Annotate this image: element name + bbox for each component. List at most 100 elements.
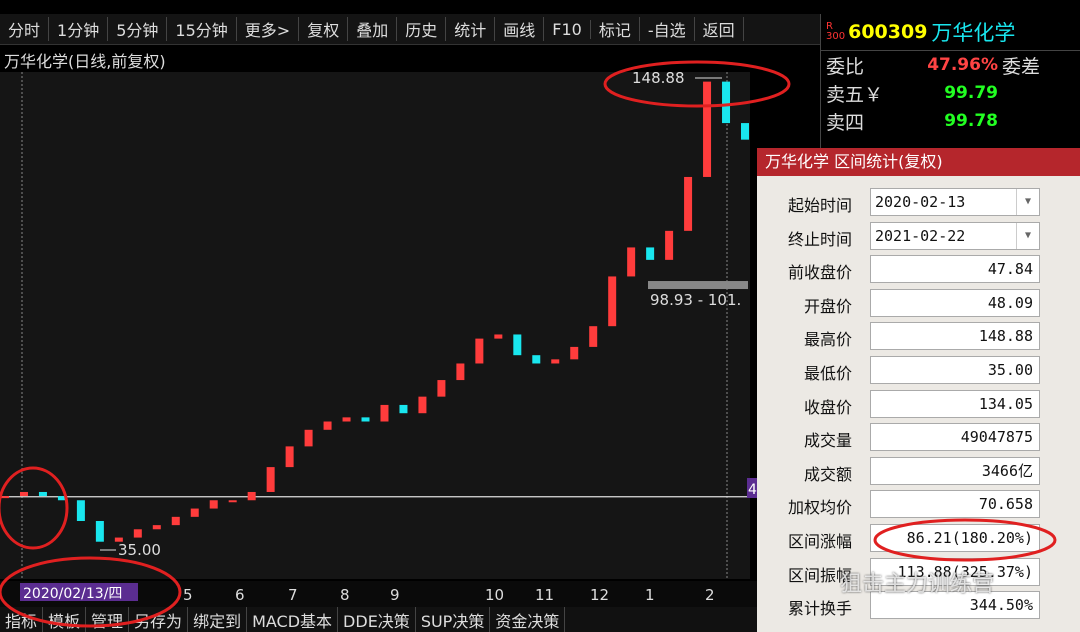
quote-row: 卖四 99.78 bbox=[821, 107, 1080, 135]
candle bbox=[646, 247, 655, 260]
quote-extra: 委差 bbox=[1002, 55, 1041, 78]
candle bbox=[418, 396, 427, 414]
stat-text: 3466亿 bbox=[981, 461, 1033, 480]
candle bbox=[19, 491, 28, 497]
stat-row: 加权均价 70.658 bbox=[757, 488, 1080, 521]
chart-title: 万华化学(日线,前复权) bbox=[4, 52, 166, 71]
stat-label: 成交量 bbox=[803, 431, 852, 451]
stat-row: 起始时间 2020-02-13 ▼ bbox=[757, 186, 1080, 219]
toolbar-button[interactable]: 更多> bbox=[237, 17, 300, 41]
stat-text: 2021-02-22 bbox=[875, 226, 966, 245]
candle bbox=[133, 529, 142, 538]
toolbar-button[interactable]: 分时 bbox=[0, 17, 50, 41]
stat-row: 收盘价 134.05 bbox=[757, 388, 1080, 421]
candle bbox=[228, 500, 237, 503]
candle bbox=[494, 334, 503, 339]
toolbar-button[interactable]: 画线 bbox=[495, 17, 545, 41]
candle bbox=[1, 496, 9, 499]
candle bbox=[95, 520, 104, 542]
candle bbox=[703, 81, 712, 177]
month-label: 10 bbox=[485, 586, 504, 604]
tab[interactable]: SUP决策 bbox=[416, 607, 491, 632]
stat-value: 35.00 bbox=[870, 356, 1040, 384]
toolbar-button[interactable]: 1分钟 bbox=[49, 17, 109, 41]
plot-area bbox=[0, 72, 750, 579]
toolbar-button[interactable]: F10 bbox=[544, 19, 591, 39]
stat-label: 区间涨幅 bbox=[787, 532, 852, 551]
candle bbox=[475, 338, 484, 364]
quote-value: 99.79 bbox=[944, 83, 998, 103]
stat-text: 70.658 bbox=[978, 495, 1033, 514]
stat-value: 134.05 bbox=[870, 389, 1040, 418]
stat-value[interactable]: 2020-02-13 ▼ bbox=[870, 188, 1040, 216]
high-label: 148.88 bbox=[632, 69, 685, 87]
quote-row: 委比 47.96% 委差 bbox=[821, 51, 1080, 79]
candle bbox=[171, 516, 180, 526]
toolbar-button[interactable]: 统计 bbox=[446, 17, 496, 41]
candle bbox=[247, 491, 256, 501]
tab[interactable]: 指标 bbox=[0, 607, 44, 632]
badge: R 300 bbox=[826, 22, 845, 42]
stat-row: 开盘价 48.09 bbox=[757, 287, 1080, 320]
candle bbox=[532, 355, 541, 364]
quote-label: 卖五￥ bbox=[826, 83, 884, 106]
candle bbox=[665, 230, 674, 260]
stat-label: 起始时间 bbox=[787, 196, 852, 215]
toolbar-button[interactable]: 叠加 bbox=[348, 17, 398, 41]
candle bbox=[266, 467, 275, 492]
month-label: 6 bbox=[235, 586, 245, 604]
stat-label: 最高价 bbox=[803, 330, 852, 350]
stat-text: 134.05 bbox=[978, 394, 1033, 413]
stat-value: 70.658 bbox=[870, 490, 1040, 519]
toolbar-button[interactable]: -自选 bbox=[640, 17, 695, 41]
quote-value: 99.78 bbox=[944, 111, 998, 131]
stat-text: 86.21(180.20%) bbox=[906, 529, 1033, 547]
low-label: 35.00 bbox=[118, 541, 161, 559]
candle bbox=[437, 380, 446, 397]
stat-label: 前收盘价 bbox=[787, 263, 852, 283]
stat-value: 3466亿 bbox=[870, 456, 1040, 485]
stat-label: 区间振幅 bbox=[787, 565, 852, 585]
quote-value: 47.96% bbox=[927, 55, 998, 75]
tab[interactable]: 资金决策 bbox=[490, 607, 566, 632]
range-band bbox=[648, 281, 748, 290]
candle bbox=[741, 123, 749, 140]
candle bbox=[380, 404, 389, 422]
candle bbox=[627, 247, 636, 277]
stat-row: 终止时间 2021-02-22 ▼ bbox=[757, 220, 1080, 253]
stat-value[interactable]: 2021-02-22 ▼ bbox=[870, 221, 1040, 250]
stat-text: 2020-02-13 bbox=[875, 193, 966, 211]
candle bbox=[304, 429, 313, 447]
stat-text: 344.50% bbox=[969, 596, 1033, 615]
stat-row: 累计换手 344.50% bbox=[757, 589, 1080, 622]
tab[interactable]: DDE决策 bbox=[338, 607, 416, 632]
stat-label: 累计换手 bbox=[787, 599, 852, 619]
month-label: 2 bbox=[705, 586, 715, 604]
stat-text: 49047875 bbox=[960, 428, 1033, 447]
dropdown-arrow[interactable]: ▼ bbox=[1016, 189, 1039, 215]
stat-row: 成交额 3466亿 bbox=[757, 455, 1080, 488]
toolbar-button[interactable]: 复权 bbox=[299, 17, 349, 41]
toolbar-button[interactable]: 返回 bbox=[695, 17, 744, 41]
toolbar-button[interactable]: 历史 bbox=[397, 17, 447, 41]
tab[interactable]: 绑定到 bbox=[188, 607, 248, 632]
tab[interactable]: 另存为 bbox=[129, 607, 189, 632]
candle bbox=[551, 359, 560, 364]
tab[interactable]: 管理 bbox=[86, 607, 130, 632]
stat-label: 成交额 bbox=[803, 464, 852, 484]
tab[interactable]: 模板 bbox=[43, 607, 87, 632]
candle bbox=[285, 446, 294, 468]
month-label: 1 bbox=[645, 586, 655, 604]
quote-header: R 300 600309 万华化学 bbox=[821, 14, 1080, 51]
indicator-tabs: 指标 模板 管理 另存为 绑定到 MACD基本 DDE决策 SUP决策 资金决策 bbox=[0, 607, 757, 632]
dropdown-arrow[interactable]: ▼ bbox=[1016, 222, 1039, 249]
toolbar-button[interactable]: 标记 bbox=[591, 17, 640, 41]
stat-value: 86.21(180.20%) bbox=[870, 524, 1040, 552]
stat-row: 最低价 35.00 bbox=[757, 354, 1080, 387]
badge-number: 300 bbox=[826, 31, 846, 42]
toolbar-button[interactable]: 5分钟 bbox=[108, 17, 168, 41]
toolbar-button[interactable]: 15分钟 bbox=[167, 17, 237, 41]
stat-text: 47.84 bbox=[987, 260, 1033, 279]
tab[interactable]: MACD基本 bbox=[247, 607, 339, 632]
